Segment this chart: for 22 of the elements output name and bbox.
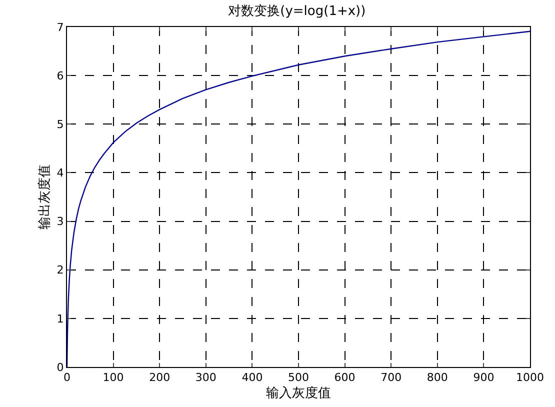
x-tick-label: 300 — [195, 371, 216, 384]
x-tick-label: 200 — [149, 371, 170, 384]
x-axis-title: 输入灰度值 — [266, 384, 331, 401]
y-axis-title: 输出灰度值 — [36, 164, 53, 230]
x-tick-label: 600 — [334, 371, 356, 384]
y-tick-label: 4 — [56, 166, 64, 180]
y-tick-label: 3 — [56, 215, 64, 228]
y-tick-label: 5 — [56, 118, 64, 131]
x-tick-label: 400 — [242, 371, 263, 384]
y-tick-label: 6 — [56, 69, 64, 82]
x-tick-label: 1000 — [516, 371, 544, 384]
x-tick-label: 800 — [426, 371, 448, 384]
x-tick-label: 700 — [380, 371, 402, 384]
x-tick-label: 900 — [473, 371, 494, 384]
chart-title: 对数变换(y=log(1+x)) — [228, 4, 366, 20]
line-series — [67, 30, 530, 367]
y-tick-label: 2 — [56, 264, 64, 277]
x-tick-label: 500 — [288, 371, 309, 384]
y-tick-label: 0 — [56, 360, 64, 374]
y-tick-label: 7 — [56, 20, 64, 34]
x-tick-label: 100 — [102, 371, 124, 384]
y-tick-label: 1 — [56, 312, 64, 326]
